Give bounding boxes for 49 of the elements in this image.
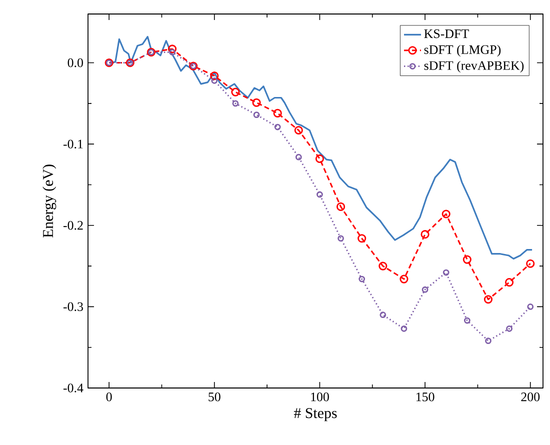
- point: [252, 98, 261, 107]
- y-tick-label: 0.0: [68, 58, 83, 68]
- y-tick-label: -0.1: [63, 140, 83, 148]
- point: [210, 72, 219, 80]
- point: [336, 202, 346, 211]
- x-tick-label: 200: [521, 392, 540, 402]
- point: [380, 312, 386, 318]
- point: [316, 191, 323, 198]
- point: [315, 154, 324, 164]
- point: [168, 44, 177, 54]
- y-tick-label: -0.3: [63, 302, 83, 312]
- point: [400, 274, 408, 284]
- point: [338, 235, 344, 242]
- x-tick-label: 0: [106, 392, 112, 402]
- legend-label: sDFT (LMGP): [424, 44, 501, 57]
- x-tick-label: 100: [311, 392, 329, 402]
- point: [420, 230, 430, 239]
- point: [400, 325, 408, 332]
- x-tick-label: 150: [416, 392, 434, 402]
- point: [273, 108, 282, 118]
- point: [358, 276, 366, 282]
- y-axis-title: Energy (eV): [42, 164, 56, 238]
- point: [378, 262, 388, 270]
- point: [442, 210, 450, 218]
- x-axis-title: # Steps: [294, 408, 337, 422]
- x-tick-label: 50: [208, 392, 220, 402]
- legend-label: sDFT (revAPBEK): [424, 60, 524, 73]
- point: [442, 269, 450, 276]
- point: [527, 304, 534, 310]
- point: [485, 338, 492, 344]
- point: [484, 295, 493, 304]
- point: [231, 88, 240, 96]
- point: [464, 317, 470, 324]
- point: [358, 234, 366, 243]
- point: [253, 112, 260, 118]
- point: [462, 255, 472, 264]
- point: [232, 100, 239, 107]
- y-tick-label: -0.2: [63, 220, 83, 230]
- point: [294, 126, 303, 135]
- point: [169, 49, 176, 56]
- point: [211, 77, 218, 84]
- point: [506, 325, 512, 332]
- point: [274, 124, 281, 130]
- point: [295, 154, 302, 160]
- point: [505, 278, 514, 287]
- point: [526, 259, 535, 268]
- legend-label: KS-DFT: [424, 29, 469, 38]
- point: [422, 286, 428, 293]
- y-tick-label: -0.4: [63, 384, 84, 392]
